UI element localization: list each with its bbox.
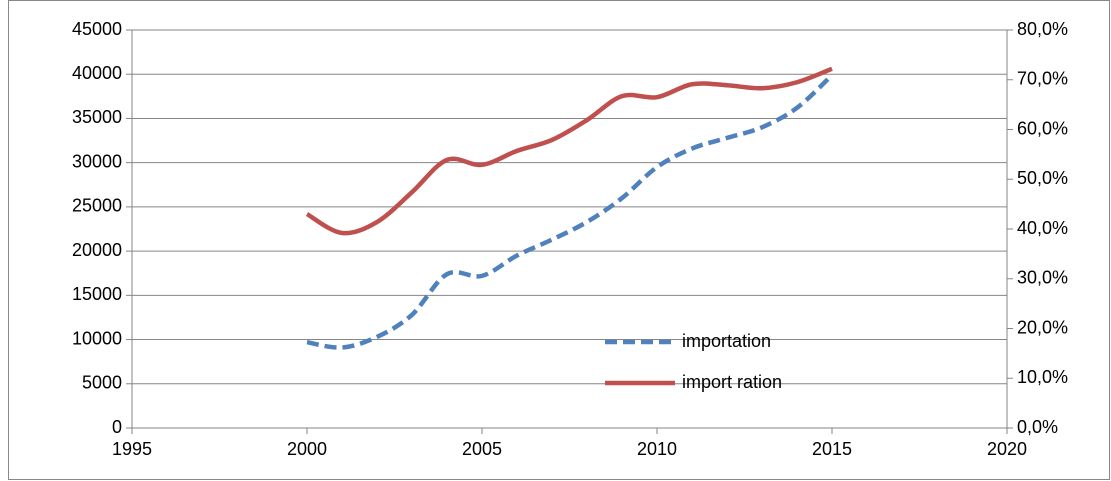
y2-tick-label: 30,0% <box>1017 268 1068 288</box>
y-tick-label: 20000 <box>72 240 122 260</box>
y-tick-label: 15000 <box>72 284 122 304</box>
y-tick-label: 40000 <box>72 63 122 83</box>
y-tick-label: 10000 <box>72 328 122 348</box>
y-tick-label: 30000 <box>72 151 122 171</box>
x-tick-label: 2015 <box>812 439 852 459</box>
x-tick-label: 1995 <box>112 439 152 459</box>
y-tick-label: 35000 <box>72 107 122 127</box>
y2-tick-label: 10,0% <box>1017 367 1068 387</box>
y2-tick-label: 80,0% <box>1017 19 1068 39</box>
legend-label: import ration <box>682 372 782 392</box>
series-line <box>306 73 834 350</box>
legend-label: importation <box>682 331 771 351</box>
y2-tick-label: 50,0% <box>1017 168 1068 188</box>
y2-tick-label: 60,0% <box>1017 118 1068 138</box>
y2-tick-label: 0,0% <box>1017 417 1058 437</box>
y-tick-label: 25000 <box>72 196 122 216</box>
x-tick-label: 2005 <box>462 439 502 459</box>
y2-tick-label: 70,0% <box>1017 69 1068 89</box>
x-tick-label: 2020 <box>987 439 1027 459</box>
y-tick-label: 45000 <box>72 19 122 39</box>
y2-tick-label: 20,0% <box>1017 317 1068 337</box>
y2-tick-label: 40,0% <box>1017 218 1068 238</box>
x-tick-label: 2010 <box>637 439 677 459</box>
y-tick-label: 0 <box>112 417 122 437</box>
series-line <box>305 66 833 236</box>
y-tick-label: 5000 <box>82 373 122 393</box>
x-tick-label: 2000 <box>287 439 327 459</box>
chart-border <box>8 0 1110 480</box>
